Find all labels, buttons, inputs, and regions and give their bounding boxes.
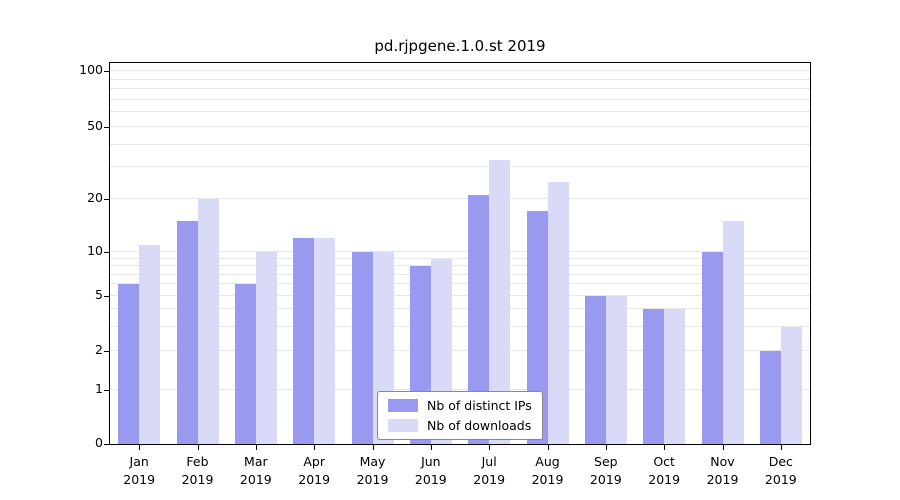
y-tick-label-100: 100 [79, 62, 103, 77]
x-tick-label-feb: Feb 2019 [181, 454, 214, 487]
x-tick-mark-jun [430, 445, 432, 450]
x-tick-label-jan: Jan 2019 [123, 454, 156, 487]
x-tick-mark-mar [255, 445, 257, 450]
bar-distinct-ips-mar [234, 284, 256, 444]
x-tick-mark-feb [197, 445, 199, 450]
y-tick-mark-0 [104, 444, 109, 445]
legend-swatch-distinct-ips [388, 399, 418, 412]
gridline-6 [110, 283, 810, 285]
y-tick-label-50: 50 [87, 118, 103, 133]
gridline-9 [110, 257, 810, 259]
gridline-7 [110, 273, 810, 275]
bar-distinct-ips-sep [584, 296, 606, 444]
x-tick-label-oct: Oct 2019 [648, 454, 681, 487]
gridline-60 [110, 111, 810, 113]
gridline-4 [110, 308, 810, 310]
x-tick-label-sep: Sep 2019 [589, 454, 622, 487]
legend-item-distinct-ips: Nb of distinct IPs [388, 398, 532, 413]
bar-distinct-ips-jan [118, 284, 140, 444]
gridline-1 [110, 389, 810, 390]
y-tick-mark-50 [104, 127, 109, 128]
x-tick-mark-jan [139, 445, 141, 450]
bar-distinct-ips-aug [526, 211, 548, 444]
bar-distinct-ips-apr [293, 238, 315, 444]
x-tick-mark-may [372, 445, 374, 450]
gridline-80 [110, 88, 810, 90]
x-tick-label-mar: Mar 2019 [239, 454, 272, 487]
y-tick-label-1: 1 [95, 381, 103, 396]
y-tick-label-10: 10 [87, 243, 103, 258]
bar-downloads-dec [780, 326, 802, 444]
x-tick-mark-dec [780, 445, 782, 450]
bar-downloads-oct [664, 309, 686, 444]
gridline-8 [110, 265, 810, 267]
y-tick-mark-10 [104, 252, 109, 253]
bar-distinct-ips-jul [468, 195, 490, 444]
legend: Nb of distinct IPs Nb of downloads [377, 391, 543, 440]
bar-downloads-mar [255, 252, 277, 444]
bar-downloads-nov [722, 221, 744, 444]
gridline-2 [110, 350, 810, 351]
bar-distinct-ips-may [351, 252, 373, 444]
gridline-70 [110, 98, 810, 100]
legend-label-downloads: Nb of downloads [427, 418, 532, 433]
bar-downloads-aug [547, 181, 569, 444]
gridline-90 [110, 78, 810, 80]
legend-swatch-downloads [388, 419, 418, 432]
bar-downloads-feb [197, 199, 219, 444]
y-tick-label-0: 0 [95, 435, 103, 450]
x-tick-mark-oct [664, 445, 666, 450]
gridline-50 [110, 126, 810, 127]
y-tick-mark-2 [104, 351, 109, 352]
bar-distinct-ips-nov [701, 252, 723, 444]
y-tick-mark-1 [104, 390, 109, 391]
x-tick-mark-apr [314, 445, 316, 450]
x-tick-mark-nov [722, 445, 724, 450]
chart-title: pd.rjpgene.1.0.st 2019 [374, 37, 546, 55]
x-tick-label-aug: Aug 2019 [531, 454, 564, 487]
gridline-100 [110, 70, 810, 71]
y-tick-label-5: 5 [95, 287, 103, 302]
gridline-5 [110, 295, 810, 296]
x-tick-mark-jul [489, 445, 491, 450]
x-tick-mark-aug [547, 445, 549, 450]
y-tick-label-20: 20 [87, 190, 103, 205]
plot-area [109, 62, 811, 445]
gridline-40 [110, 143, 810, 145]
x-tick-label-jul: Jul 2019 [473, 454, 506, 487]
bar-distinct-ips-oct [643, 309, 665, 444]
gridline-3 [110, 325, 810, 327]
y-tick-mark-20 [104, 199, 109, 200]
x-tick-label-may: May 2019 [356, 454, 389, 487]
gridline-10 [110, 251, 810, 252]
bar-distinct-ips-feb [176, 221, 198, 444]
x-tick-label-jun: Jun 2019 [414, 454, 447, 487]
legend-label-distinct-ips: Nb of distinct IPs [427, 398, 532, 413]
x-tick-label-nov: Nov 2019 [706, 454, 739, 487]
gridline-30 [110, 166, 810, 168]
bar-downloads-sep [605, 296, 627, 444]
bar-downloads-jan [139, 244, 161, 444]
y-tick-mark-100 [104, 71, 109, 72]
legend-item-downloads: Nb of downloads [388, 418, 532, 433]
gridline-20 [110, 198, 810, 199]
bar-downloads-jul [489, 159, 511, 444]
x-tick-label-apr: Apr 2019 [298, 454, 331, 487]
bar-downloads-apr [314, 238, 336, 444]
x-tick-mark-sep [605, 445, 607, 450]
x-tick-label-dec: Dec 2019 [764, 454, 797, 487]
y-tick-mark-5 [104, 296, 109, 297]
y-tick-label-2: 2 [95, 342, 103, 357]
bar-distinct-ips-dec [759, 351, 781, 444]
